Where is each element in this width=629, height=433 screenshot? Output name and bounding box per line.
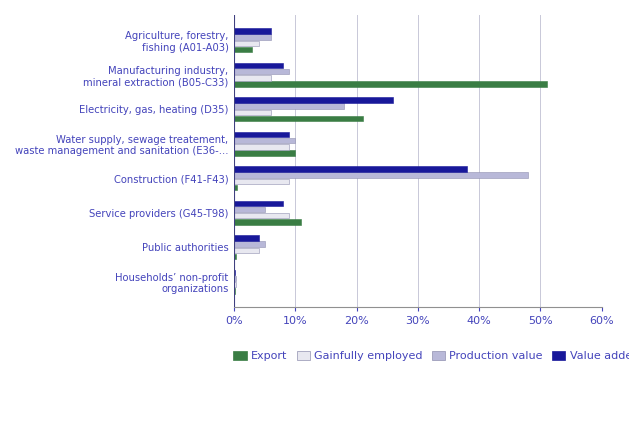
Bar	[234, 47, 252, 52]
Bar	[234, 97, 393, 103]
Bar	[234, 213, 289, 219]
Bar	[234, 282, 236, 288]
Bar	[234, 28, 271, 34]
Bar	[234, 150, 296, 156]
Bar	[234, 178, 289, 184]
Bar	[234, 185, 237, 190]
Bar	[234, 110, 271, 115]
Bar	[234, 241, 265, 247]
Bar	[234, 75, 271, 81]
Bar	[234, 248, 259, 253]
Bar	[234, 166, 467, 171]
Bar	[234, 276, 236, 281]
Bar	[234, 63, 283, 68]
Bar	[234, 41, 259, 46]
Bar	[234, 288, 235, 294]
Bar	[234, 116, 363, 121]
Bar	[234, 207, 265, 212]
Legend: Export, Gainfully employed, Production value, Value added: Export, Gainfully employed, Production v…	[229, 346, 629, 365]
Bar	[234, 201, 283, 206]
Bar	[234, 132, 289, 137]
Bar	[234, 103, 344, 109]
Bar	[234, 138, 296, 143]
Bar	[234, 144, 289, 149]
Bar	[234, 69, 289, 74]
Bar	[234, 270, 235, 275]
Bar	[234, 235, 259, 241]
Bar	[234, 219, 301, 225]
Bar	[234, 81, 547, 87]
Bar	[234, 172, 528, 178]
Bar	[234, 35, 271, 40]
Bar	[234, 254, 236, 259]
